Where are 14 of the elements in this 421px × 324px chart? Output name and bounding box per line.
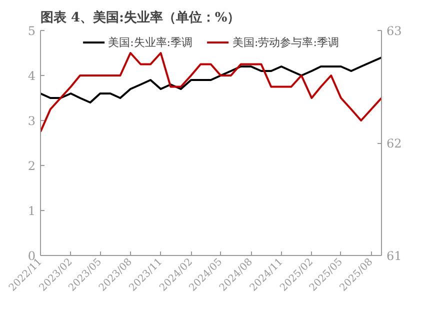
legend-label: 美国:失业率:季调 [108,34,192,50]
y2-tick-label: 61 [386,249,402,263]
y-tick-label: 0 [28,249,36,263]
y-tick-label: 5 [28,24,36,38]
line-series [40,56,382,104]
y-tick-label: 2 [28,159,36,173]
y-tick-label: 1 [28,204,36,218]
y-tick-label: 4 [28,69,36,83]
chart-title: 图表 4、美国:失业率（单位：%） [40,10,240,26]
y2-tick-label: 63 [386,24,402,38]
line-series [40,52,382,133]
y-tick-label: 3 [28,114,36,128]
y2-tick-label: 62 [386,136,402,150]
legend-label: 美国:劳动参与率:季调 [232,34,339,50]
